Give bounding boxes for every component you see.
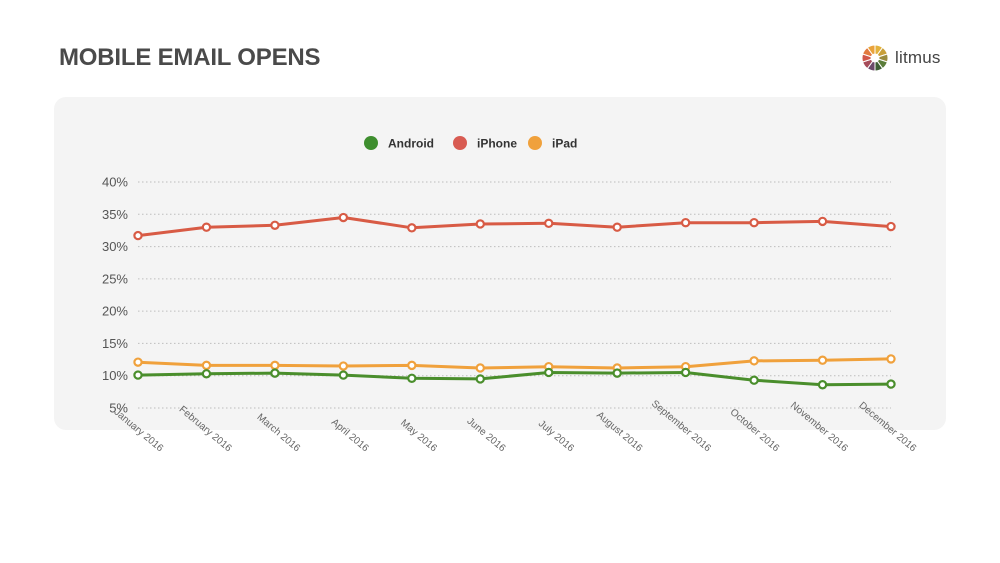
data-point-iphone (270, 220, 280, 230)
y-tick-label: 40% (102, 175, 128, 190)
data-point-android (749, 375, 759, 385)
page-title: MOBILE EMAIL OPENS (59, 44, 321, 71)
x-tick-label: January 2016 (112, 407, 166, 455)
data-point-android (270, 368, 280, 378)
data-point-android (407, 373, 417, 383)
y-tick-label: 35% (102, 207, 128, 222)
data-point-iphone (612, 222, 622, 232)
data-point-ipad (886, 354, 896, 364)
data-point-ipad (749, 356, 759, 366)
data-point-ipad (338, 361, 349, 371)
data-point-iphone (475, 219, 485, 229)
x-tick-label: September 2016 (649, 398, 713, 454)
data-point-iphone (817, 216, 828, 227)
y-tick-label: 10% (102, 368, 128, 383)
data-point-android (544, 367, 554, 378)
x-tick-label: July 2016 (536, 418, 576, 454)
litmus-logo-icon (861, 44, 889, 72)
y-tick-label: 30% (102, 239, 128, 254)
legend-marker-android (364, 136, 378, 150)
data-point-android (133, 370, 143, 380)
data-point-android (475, 374, 485, 384)
legend-label-iphone: iPhone (477, 137, 517, 151)
data-point-iphone (544, 218, 554, 229)
data-point-iphone (680, 217, 691, 228)
data-point-ipad (270, 360, 280, 371)
data-point-iphone (749, 217, 759, 228)
x-tick-label: May 2016 (398, 418, 439, 455)
series-line-android (137, 371, 892, 387)
data-point-iphone (338, 212, 349, 223)
data-point-android (338, 370, 349, 380)
x-tick-label: June 2016 (465, 416, 508, 455)
legend-marker-ipad (528, 136, 542, 150)
data-point-ipad (475, 363, 485, 373)
y-tick-label: 5% (109, 401, 128, 416)
x-tick-label: March 2016 (255, 412, 303, 455)
data-point-ipad (201, 360, 212, 371)
legend-marker-iphone (453, 136, 467, 150)
data-point-android (612, 368, 622, 378)
data-point-iphone (201, 222, 212, 232)
data-point-android (680, 367, 691, 378)
x-tick-label: August 2016 (594, 410, 644, 455)
brand-logo: litmus (861, 44, 941, 72)
data-point-iphone (886, 221, 896, 232)
x-tick-label: December 2016 (857, 400, 919, 454)
y-tick-label: 25% (102, 271, 128, 286)
data-point-android (886, 379, 896, 389)
data-point-ipad (817, 355, 828, 365)
data-point-ipad (133, 357, 143, 367)
y-tick-label: 20% (102, 304, 128, 319)
series-line-iphone (137, 216, 892, 238)
data-point-ipad (407, 360, 417, 371)
legend-label-android: Android (388, 137, 434, 151)
data-point-android (201, 369, 212, 379)
x-tick-label: February 2016 (177, 404, 234, 455)
x-tick-label: April 2016 (329, 417, 371, 455)
x-tick-label: October 2016 (728, 407, 782, 455)
data-point-iphone (407, 223, 417, 233)
y-tick-label: 15% (102, 336, 128, 351)
brand-name: litmus (895, 48, 941, 67)
series-line-ipad (137, 357, 892, 370)
data-point-iphone (133, 230, 143, 241)
data-point-android (817, 380, 828, 390)
legend-label-ipad: iPad (552, 137, 577, 151)
